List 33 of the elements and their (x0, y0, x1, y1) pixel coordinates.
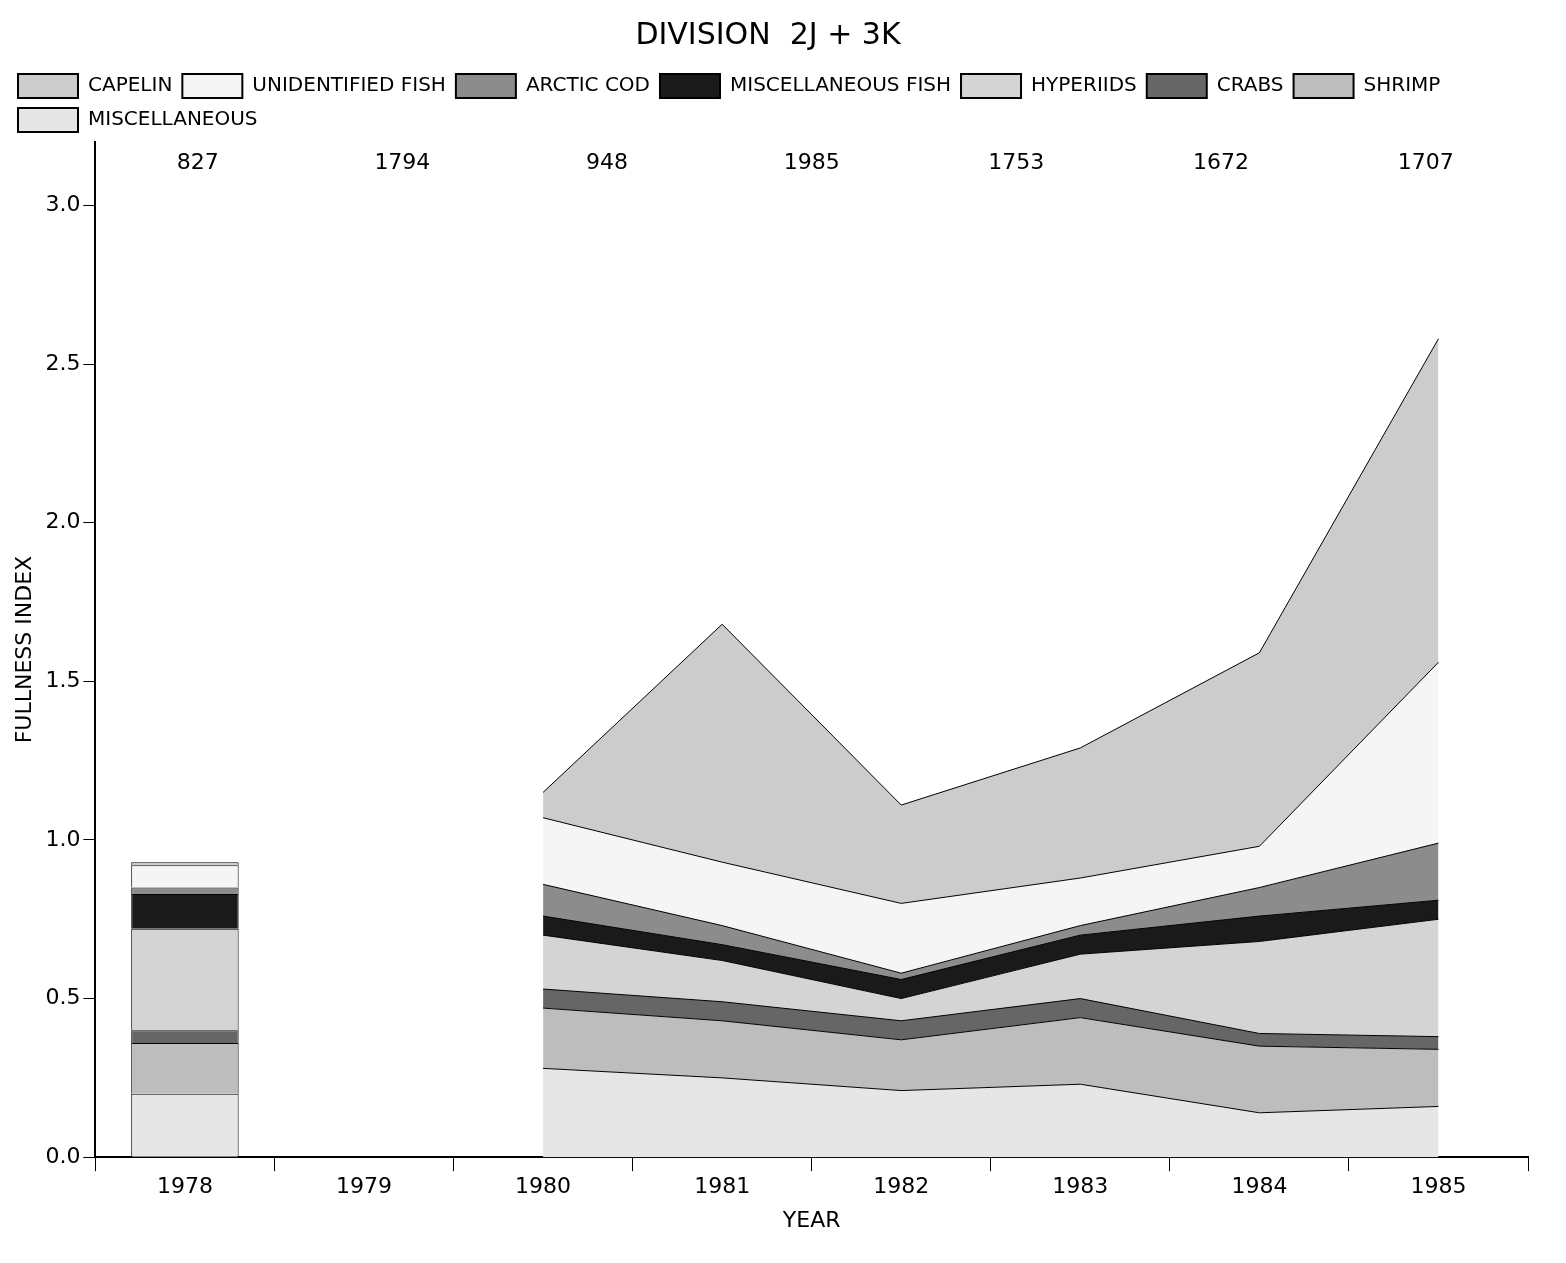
chart-title: DIVISION 2J + 3K (635, 15, 902, 51)
x-tick-label: 1980 (515, 1173, 572, 1199)
legend-label: SHRIMP (1363, 72, 1441, 97)
x-axis-title: YEAR (781, 1206, 841, 1232)
legend-label: CAPELIN (88, 72, 173, 97)
legend-label: UNIDENTIFIED FISH (252, 72, 446, 97)
annotation: 827 (176, 148, 219, 174)
x-tick-label: 1978 (156, 1173, 213, 1199)
annotation: 1707 (1397, 148, 1454, 174)
y-tick-label: 0.0 (45, 1142, 81, 1168)
y-axis-title: FULLNESS INDEX (10, 555, 36, 744)
legend-label: HYPERIIDS (1031, 72, 1137, 97)
x-tick-label: 1982 (873, 1173, 930, 1199)
legend-label: MISCELLANEOUS FISH (729, 72, 952, 97)
y-tick-label: 0.5 (45, 984, 81, 1010)
x-tick-label: 1985 (1410, 1173, 1467, 1199)
y-tick-label: 2.0 (45, 508, 81, 534)
x-tick-label: 1983 (1052, 1173, 1109, 1199)
x-tick-label: 1981 (694, 1173, 751, 1199)
y-tick-label: 3.0 (45, 191, 81, 217)
legend-label: CRABS (1216, 72, 1284, 97)
annotation: 948 (586, 148, 629, 174)
y-tick-label: 1.0 (45, 825, 81, 851)
annotation: 1753 (988, 148, 1045, 174)
x-tick-label: 1984 (1231, 1173, 1288, 1199)
y-tick-label: 1.5 (45, 667, 81, 693)
annotation: 1985 (783, 148, 840, 174)
legend-label: MISCELLANEOUS (88, 106, 258, 131)
annotation: 1672 (1193, 148, 1250, 174)
y-tick-label: 2.5 (45, 349, 81, 375)
legend-label: ARCTIC COD (525, 72, 650, 97)
x-tick-label: 1979 (336, 1173, 392, 1199)
annotation: 1794 (374, 148, 431, 174)
